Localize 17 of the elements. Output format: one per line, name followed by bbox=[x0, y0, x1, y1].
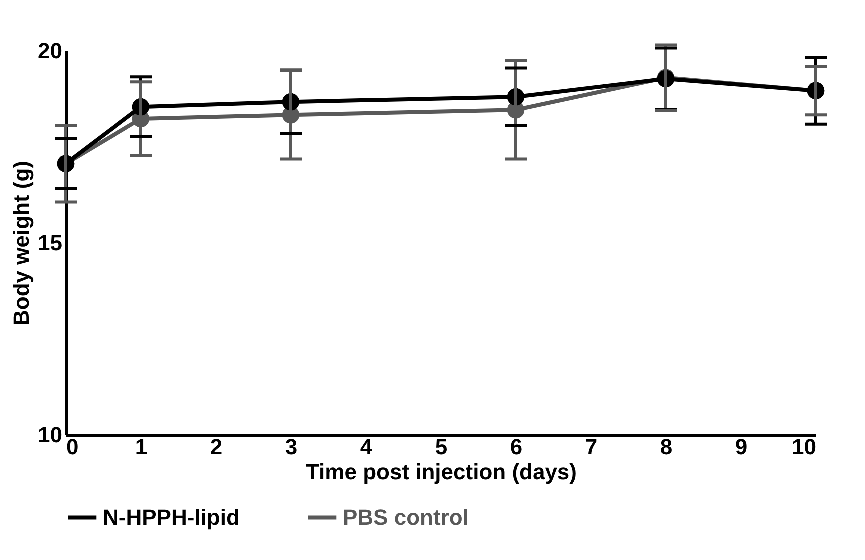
x-tick-label: 9 bbox=[735, 434, 748, 460]
x-tick-label: 5 bbox=[435, 434, 448, 460]
x-tick-label: 1 bbox=[135, 434, 148, 460]
x-tick-label: 8 bbox=[660, 434, 673, 460]
y-tick-label: 20 bbox=[38, 38, 62, 64]
x-tick-label: 3 bbox=[285, 434, 298, 460]
x-tick-label: 10 bbox=[792, 434, 816, 460]
legend-label: N-HPPH-lipid bbox=[103, 504, 240, 530]
x-tick-label: 6 bbox=[510, 434, 523, 460]
x-tick-label: 0 bbox=[66, 434, 79, 460]
x-tick-label: 7 bbox=[585, 434, 598, 460]
x-tick-label: 2 bbox=[210, 434, 223, 460]
x-tick-label: 4 bbox=[360, 434, 374, 460]
y-axis-title: Body weight (g) bbox=[9, 161, 34, 326]
y-tick-label: 15 bbox=[38, 230, 62, 256]
x-axis-title: Time post injection (days) bbox=[306, 460, 577, 484]
legend-label: PBS control bbox=[343, 504, 469, 530]
